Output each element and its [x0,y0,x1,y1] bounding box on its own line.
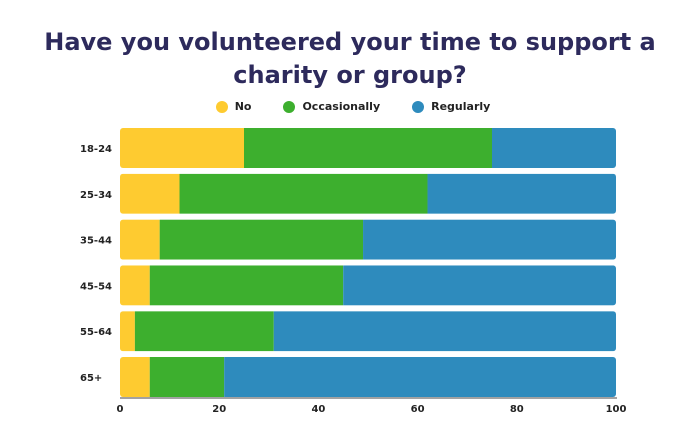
bar-45-54-no [120,265,150,306]
bar-row-18-24 [120,128,616,168]
bar-65-plus-no [120,357,150,397]
bar-35-44-regularly [363,219,616,260]
y-tick-label-45-54: 45-54 [80,281,112,292]
bar-row-35-44 [120,219,616,260]
bar-25-34-occasionally [179,173,428,214]
bar-45-54-occasionally [149,265,344,306]
chart-title-line-2: charity or group? [233,61,467,89]
x-tick-label-20: 20 [212,404,226,415]
legend-swatch-no [215,100,228,113]
chart-title-line-1: Have you volunteered your time to suppor… [44,28,656,56]
bar-25-34-regularly [427,173,616,214]
bar-55-64-no [120,311,135,352]
bar-45-54-regularly [343,265,616,306]
bar-row-55-64 [120,311,616,352]
y-tick-label-55-64: 55-64 [80,327,112,338]
legend-item-regularly: Regularly [412,100,490,113]
y-tick-label-35-44: 35-44 [80,236,112,247]
y-tick-label-65-plus: 65+ [80,373,102,384]
bar-65-plus-regularly [224,357,616,397]
bar-65-plus-occasionally [149,357,225,397]
x-tick-label-40: 40 [311,404,325,415]
legend-item-no: No [215,100,252,113]
legend-label-occasionally: Occasionally [302,100,381,113]
legend-item-occasionally: Occasionally [283,100,380,113]
bar-18-24-regularly [492,128,616,168]
legend-label-regularly: Regularly [431,100,491,113]
x-tick-label-80: 80 [510,404,524,415]
bar-55-64-occasionally [134,311,274,352]
legend-label-no: No [234,100,252,113]
chart-legend: No Occasionally Regularly [0,100,700,113]
bar-35-44-occasionally [159,219,364,260]
y-tick-label-25-34: 25-34 [80,190,112,201]
bar-18-24-no [120,128,244,168]
x-tick-label-0: 0 [117,404,124,415]
bar-row-45-54 [120,265,616,306]
x-tick-label-100: 100 [606,404,627,415]
bar-row-65-plus [120,357,616,397]
bar-35-44-no [120,219,160,260]
chart-title: Have you volunteered your time to suppor… [0,26,700,92]
bar-55-64-regularly [273,311,616,352]
bar-18-24-occasionally [244,128,492,168]
legend-swatch-occasionally [283,100,296,113]
bar-row-25-34 [120,173,616,214]
x-tick-label-60: 60 [411,404,425,415]
y-tick-label-18-24: 18-24 [80,144,112,155]
legend-swatch-regularly [412,100,425,113]
bar-25-34-no [120,173,180,214]
